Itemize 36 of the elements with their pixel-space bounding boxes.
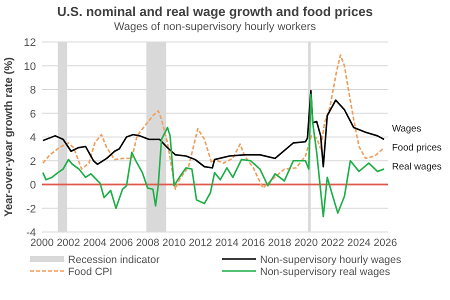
chart-subtitle: Wages of non-supervisory hourly workers [114, 21, 316, 33]
text: Food prices [392, 142, 442, 154]
line-series [42, 54, 385, 190]
y-tick-label: 8 [30, 84, 36, 96]
line-series [42, 90, 385, 169]
y-tick-label: 4 [30, 132, 36, 144]
y-tick-label: -4 [26, 227, 36, 239]
y-tick-label: 2 [30, 156, 36, 168]
x-tick-label: 2024 [347, 237, 371, 249]
text: Wages [392, 123, 422, 134]
x-tick-label: 2014 [215, 237, 239, 249]
chart-title: U.S. nominal and real wage growth and food prices [57, 4, 373, 19]
x-tick-label: 2020 [294, 237, 318, 249]
legend-label: Non-supervisory hourly wages [260, 254, 402, 266]
x-tick-label: 2016 [242, 237, 266, 249]
x-tick-label: 2012 [188, 237, 212, 249]
x-tick-label: 2026 [374, 237, 398, 249]
line-series [42, 93, 385, 218]
x-tick-label: 2000 [30, 237, 54, 249]
x-tick-label: 2004 [83, 237, 107, 249]
x-tick-label: 2006 [110, 237, 134, 249]
y-tick-label: 12 [24, 37, 36, 49]
legend-label: Food CPI [68, 266, 112, 278]
legend-label: Recession indicator [68, 254, 160, 266]
y-tick-label: 6 [30, 108, 36, 120]
x-tick-label: 2010 [162, 237, 186, 249]
x-tick-label: 2018 [268, 237, 292, 249]
y-tick-label: 10 [24, 60, 36, 73]
y-tick-label: 0 [30, 180, 36, 192]
y-axis-title: Year-over-year growth rate (%) [3, 56, 15, 217]
x-tick-label: 2022 [320, 237, 344, 249]
text: Real wages [392, 161, 442, 172]
legend-label: Non-supervisory real wages [260, 266, 390, 278]
x-tick-label: 2008 [136, 237, 160, 249]
x-tick-label: 2002 [56, 237, 80, 249]
y-tick-label: -2 [26, 203, 36, 216]
